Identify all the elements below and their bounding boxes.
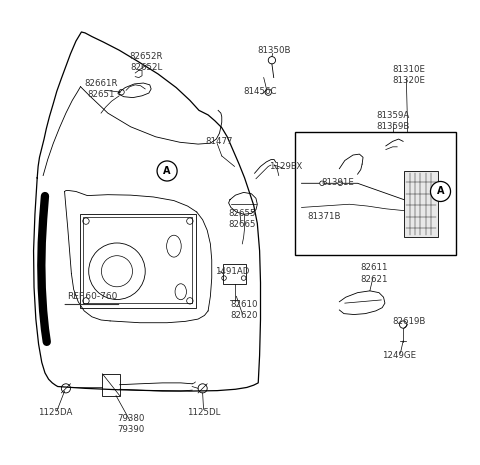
- Text: 81391E: 81391E: [322, 178, 354, 187]
- Text: 1249GE: 1249GE: [383, 351, 417, 360]
- Text: 81477: 81477: [206, 137, 233, 146]
- Circle shape: [320, 181, 324, 186]
- Text: A: A: [437, 186, 444, 197]
- Text: REF.60-760: REF.60-760: [67, 292, 117, 301]
- Circle shape: [338, 181, 343, 186]
- Bar: [295, 132, 456, 255]
- Text: 1491AD: 1491AD: [215, 267, 249, 276]
- Bar: [80, 214, 196, 308]
- Circle shape: [157, 161, 177, 181]
- Text: A: A: [163, 166, 171, 176]
- Bar: [102, 374, 120, 396]
- Bar: [223, 265, 246, 284]
- Text: 81350B: 81350B: [257, 46, 291, 55]
- Bar: [83, 218, 192, 303]
- Text: 81310E
81320E: 81310E 81320E: [392, 65, 425, 86]
- Circle shape: [431, 181, 451, 201]
- Text: 82610
82620: 82610 82620: [231, 300, 258, 320]
- Bar: [404, 171, 438, 237]
- Text: 81359A
81359B: 81359A 81359B: [376, 111, 409, 131]
- Text: 81456C: 81456C: [244, 87, 277, 96]
- Circle shape: [89, 243, 145, 299]
- Text: 82661R
82651: 82661R 82651: [84, 79, 118, 99]
- Text: 82611
82621: 82611 82621: [360, 264, 388, 284]
- Text: 82619B: 82619B: [392, 317, 425, 326]
- Text: 82652R
82652L: 82652R 82652L: [130, 52, 163, 72]
- Text: 79380
79390: 79380 79390: [117, 414, 144, 434]
- Text: 1129EX: 1129EX: [269, 162, 302, 171]
- Text: 1125DL: 1125DL: [187, 408, 220, 417]
- Text: 1125DA: 1125DA: [38, 408, 72, 417]
- Text: 82655
82665: 82655 82665: [228, 209, 256, 229]
- Text: 81371B: 81371B: [308, 212, 341, 221]
